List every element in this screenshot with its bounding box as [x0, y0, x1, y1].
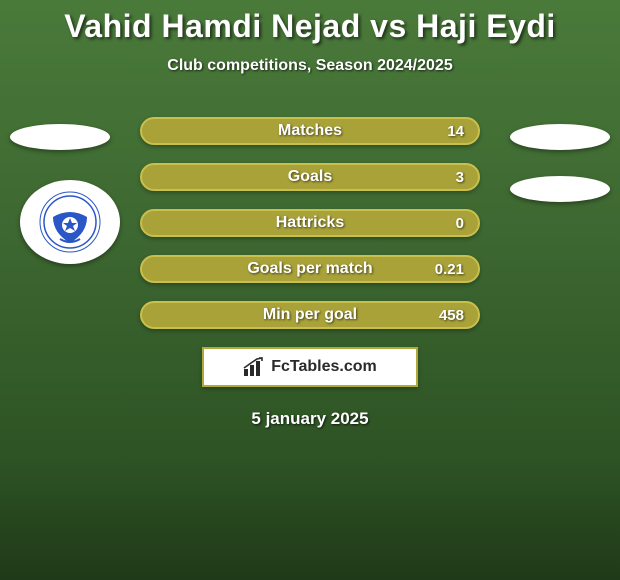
stat-pill-goals: Goals 3: [140, 163, 480, 191]
stat-value: 3: [456, 169, 464, 186]
stat-row: Goals 3: [0, 163, 620, 191]
stat-pill-hattricks: Hattricks 0: [140, 209, 480, 237]
stat-value: 0: [456, 215, 464, 232]
footer-date: 5 january 2025: [0, 409, 620, 429]
bar-chart-icon: [243, 357, 265, 377]
stat-pill-mpg: Min per goal 458: [140, 301, 480, 329]
brand-text: FcTables.com: [271, 358, 377, 376]
stat-pill-matches: Matches 14: [140, 117, 480, 145]
stat-row: Matches 14: [0, 117, 620, 145]
infographic-content: Vahid Hamdi Nejad vs Haji Eydi Club comp…: [0, 0, 620, 580]
stat-label: Goals: [142, 168, 478, 186]
stat-value: 0.21: [435, 261, 464, 278]
page-title: Vahid Hamdi Nejad vs Haji Eydi: [0, 8, 620, 45]
brand-box[interactable]: FcTables.com: [202, 347, 418, 387]
stats-list: Matches 14 Goals 3 Hattricks 0 Goals per…: [0, 117, 620, 329]
stat-label: Goals per match: [142, 260, 478, 278]
stat-value: 458: [439, 307, 464, 324]
stat-label: Hattricks: [142, 214, 478, 232]
stat-row: Min per goal 458: [0, 301, 620, 329]
stat-value: 14: [447, 123, 464, 140]
stat-row: Goals per match 0.21: [0, 255, 620, 283]
stat-row: Hattricks 0: [0, 209, 620, 237]
page-subtitle: Club competitions, Season 2024/2025: [0, 57, 620, 75]
stat-label: Matches: [142, 122, 478, 140]
stat-label: Min per goal: [142, 306, 478, 324]
stat-pill-gpm: Goals per match 0.21: [140, 255, 480, 283]
